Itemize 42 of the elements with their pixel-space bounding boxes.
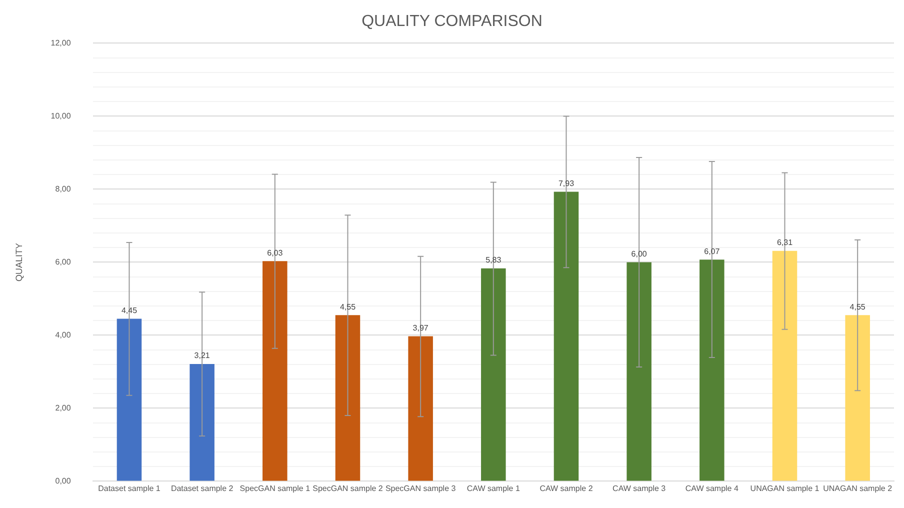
y-tick-label: 12,00 <box>50 38 72 48</box>
data-label: 4,45 <box>121 306 138 315</box>
data-label: 6,07 <box>704 246 720 256</box>
y-axis-title: QUALITY <box>14 242 24 282</box>
y-tick-label: 10,00 <box>50 111 72 120</box>
x-tick-label: CAW sample 1 <box>466 484 520 494</box>
data-label: 4,55 <box>340 302 356 312</box>
data-label: 6,03 <box>267 248 284 258</box>
bar <box>845 315 870 481</box>
data-label: 6,31 <box>776 238 794 248</box>
data-label: 4,55 <box>850 302 866 312</box>
bar <box>116 318 142 481</box>
bar <box>626 262 652 481</box>
bar <box>481 268 506 481</box>
x-tick-label: Dataset sample 2 <box>170 484 234 494</box>
x-tick-label: SpecGAN sample 1 <box>240 484 311 494</box>
x-tick-label: SpecGAN sample 2 <box>312 484 384 494</box>
bar <box>190 364 214 481</box>
data-label: 6,00 <box>631 249 648 258</box>
bar <box>408 336 433 481</box>
x-tick-label: SpecGAN sample 3 <box>385 484 456 494</box>
chart-title: QUALITY COMPARISON <box>362 13 542 30</box>
y-tick-label: 0,00 <box>55 476 72 486</box>
x-tick-label: CAW sample 4 <box>685 484 739 494</box>
bar <box>700 260 724 481</box>
y-tick-label: 6,00 <box>55 257 72 266</box>
x-tick-label: CAW sample 2 <box>540 484 594 494</box>
x-tick-label: Dataset sample 1 <box>98 484 161 494</box>
bar <box>772 250 798 481</box>
bar <box>262 261 288 481</box>
bar <box>335 315 360 481</box>
data-label: 5,83 <box>486 256 502 265</box>
data-label: 3,21 <box>194 351 210 360</box>
y-tick-label: 8,00 <box>55 184 72 194</box>
x-tick-label: UNAGAN sample 2 <box>823 484 893 494</box>
x-tick-label: CAW sample 3 <box>612 484 666 494</box>
y-tick-label: 2,00 <box>55 403 72 412</box>
x-tick-label: UNAGAN sample 1 <box>750 484 820 494</box>
bar <box>554 192 579 481</box>
y-tick-label: 4,00 <box>55 330 72 340</box>
data-label: 3,97 <box>412 324 429 332</box>
data-label: 7,93 <box>558 178 575 188</box>
